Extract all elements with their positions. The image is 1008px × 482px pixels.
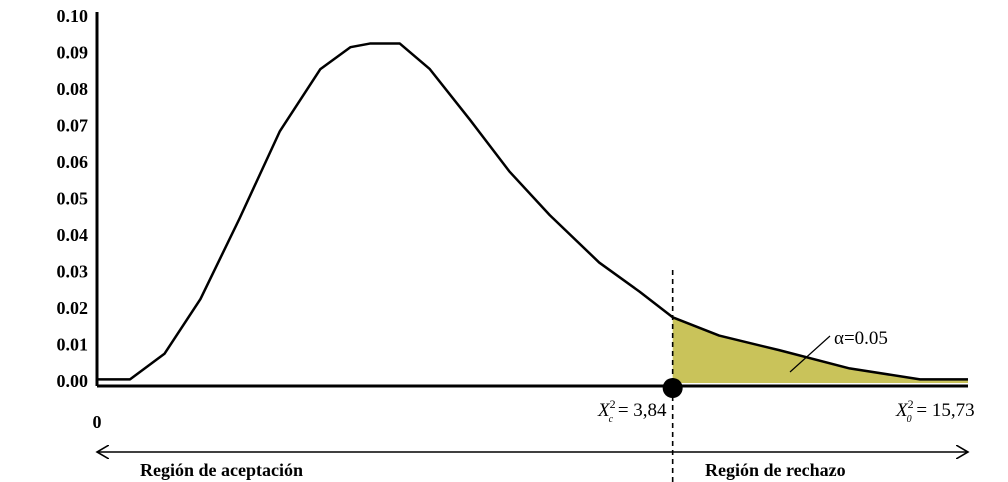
y-tick-label: 0.10 (57, 6, 89, 26)
symbol: X (597, 400, 611, 421)
rejection-label: Región de rechazo (705, 460, 846, 480)
curve (97, 42, 968, 381)
critical-point (662, 378, 683, 398)
y-tick-label: 0.01 (57, 335, 89, 355)
alpha-pointer (789, 335, 831, 373)
sub: 0 (907, 414, 912, 425)
sub: c (609, 414, 614, 425)
value: = 15,73 (912, 400, 975, 421)
sup: 2 (610, 397, 616, 411)
rejection-area (672, 317, 968, 383)
y-tick-label: 0.00 (57, 371, 89, 391)
y-tick-label: 0.07 (57, 116, 89, 136)
symbol: X (895, 400, 909, 421)
value: = 3,84 (613, 400, 667, 421)
acceptance-label: Región de aceptación (140, 460, 303, 480)
y-tick-label: 0.03 (57, 262, 89, 282)
shade-layer (672, 317, 968, 383)
alpha-label: α=0.05 (834, 328, 888, 349)
critical-label: X2 c = 3,84 (597, 397, 667, 425)
y-tick-label: 0.05 (57, 189, 89, 209)
y-tick-label: 0.02 (57, 298, 89, 318)
y-tick-label: 0.09 (57, 43, 89, 63)
sup: 2 (908, 397, 914, 411)
observed-label: X2 0 = 15,73 (895, 397, 975, 425)
y-tick-label: 0.08 (57, 79, 89, 99)
origin-label: 0 (93, 412, 102, 432)
y-tick-label: 0.04 (57, 225, 89, 245)
y-tick-label: 0.06 (57, 152, 89, 172)
